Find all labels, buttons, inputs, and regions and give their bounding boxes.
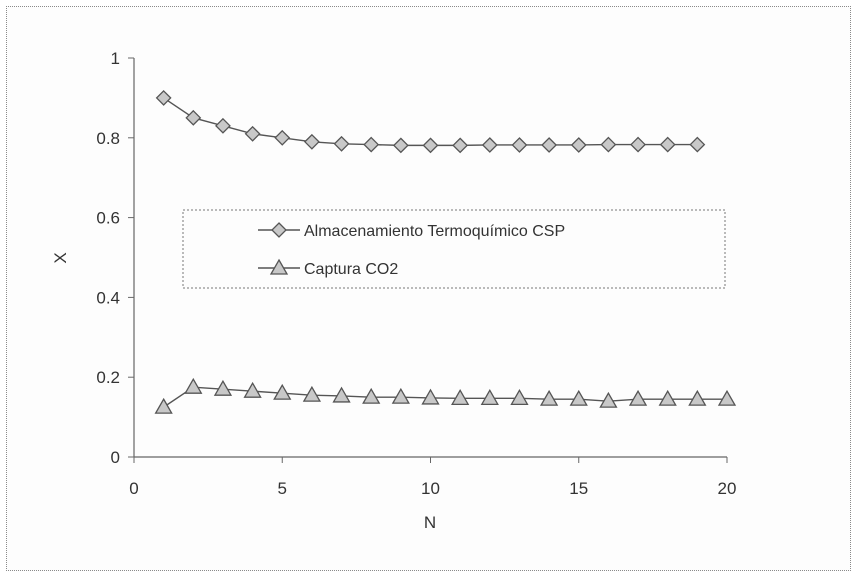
triangle-marker-icon xyxy=(269,258,289,275)
y-tick-label: 0.4 xyxy=(96,288,120,307)
y-tick-label: 0 xyxy=(111,448,120,467)
data-point xyxy=(658,389,677,406)
data-point xyxy=(422,137,439,154)
data-point xyxy=(481,137,498,153)
diamond-marker-icon xyxy=(271,222,287,238)
legend-label: Almacenamiento Termoquímico CSP xyxy=(304,223,565,240)
legend-item: Captura CO2 xyxy=(258,258,398,278)
data-point xyxy=(185,109,202,126)
x-tick-label: 20 xyxy=(718,479,737,498)
data-point xyxy=(213,379,233,396)
data-point xyxy=(215,117,231,134)
data-point xyxy=(332,386,351,403)
series-captura-co2 xyxy=(154,377,737,414)
series-almacenamiento xyxy=(155,89,706,154)
y-tick-label: 0.6 xyxy=(96,209,120,228)
data-point xyxy=(628,389,648,406)
series-layer xyxy=(154,89,737,414)
data-point xyxy=(510,389,529,405)
data-point xyxy=(569,389,588,406)
data-point xyxy=(689,136,706,153)
y-tick-label: 1 xyxy=(111,49,120,68)
legend-label: Captura CO2 xyxy=(304,261,398,278)
data-point xyxy=(154,397,173,414)
data-point xyxy=(599,391,618,408)
y-tick-label: 0.2 xyxy=(96,368,120,387)
x-tick-label: 5 xyxy=(278,479,287,498)
data-point xyxy=(421,388,440,405)
data-point xyxy=(184,377,203,394)
data-point xyxy=(600,136,617,153)
x-tick-label: 10 xyxy=(421,479,440,498)
data-point xyxy=(392,137,409,154)
data-point xyxy=(274,129,291,146)
data-point xyxy=(511,137,528,153)
data-point xyxy=(659,136,676,153)
y-tick-label: 0.8 xyxy=(96,129,120,148)
data-point xyxy=(363,136,380,153)
data-point xyxy=(717,389,737,406)
data-point xyxy=(244,125,261,142)
y-axis-label: X xyxy=(51,252,70,263)
data-point xyxy=(302,385,322,402)
data-point xyxy=(570,137,587,153)
data-point xyxy=(539,389,559,406)
data-point xyxy=(155,89,172,106)
axes: 00.20.40.60.810 5 10 15 20 xyxy=(96,49,736,498)
x-tick-label: 15 xyxy=(569,479,588,498)
data-point xyxy=(451,389,470,405)
data-point xyxy=(630,136,646,153)
x-axis-label: N xyxy=(424,513,436,532)
data-point xyxy=(362,387,381,404)
data-point xyxy=(452,137,469,154)
data-point xyxy=(303,133,320,150)
legend-item: Almacenamiento Termoquímico CSP xyxy=(258,222,565,240)
x-tick-label: 0 xyxy=(129,479,138,498)
data-point xyxy=(391,387,410,404)
data-point xyxy=(333,135,350,152)
data-point xyxy=(243,381,262,398)
legend-box xyxy=(182,209,726,289)
data-point xyxy=(688,389,707,406)
legend: Almacenamiento Termoquímico CSP Captura C… xyxy=(182,209,726,289)
data-point xyxy=(541,137,558,153)
data-point xyxy=(273,383,292,400)
data-point xyxy=(480,389,499,405)
